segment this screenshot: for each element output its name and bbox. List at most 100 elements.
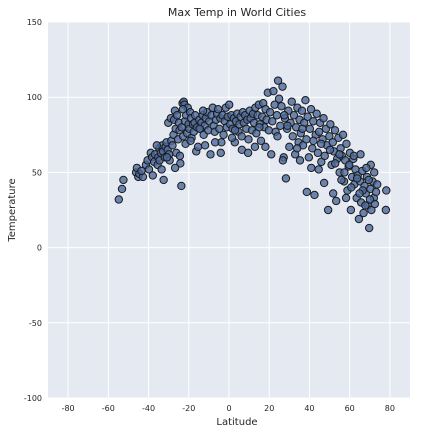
x-tick-label: 80: [385, 404, 395, 413]
x-tick-label: 20: [264, 404, 274, 413]
data-point: [365, 195, 375, 204]
y-tick-label: 50: [32, 168, 42, 177]
data-point: [328, 138, 337, 147]
data-point: [244, 135, 253, 144]
data-point: [148, 171, 157, 180]
y-tick-label: -50: [29, 319, 42, 328]
y-tick-label: 0: [37, 244, 42, 253]
data-point: [361, 201, 370, 210]
data-point: [256, 136, 266, 146]
data-point: [157, 165, 166, 174]
data-point: [225, 100, 234, 109]
data-point: [243, 148, 253, 158]
gridlines: [48, 21, 410, 399]
data-point: [289, 111, 299, 120]
data-point: [352, 174, 362, 183]
data-point: [306, 105, 316, 114]
data-point: [170, 163, 180, 173]
y-tick-label: 150: [27, 18, 42, 27]
data-point: [320, 151, 329, 161]
data-point: [219, 130, 228, 140]
data-point: [283, 121, 292, 130]
y-tick-label: -100: [24, 394, 42, 403]
x-axis-label: Latitude: [216, 417, 257, 428]
data-point: [381, 205, 391, 215]
x-tick-label: 0: [226, 404, 231, 413]
data-point: [312, 109, 321, 118]
data-point: [186, 136, 195, 146]
data-point: [268, 117, 277, 126]
data-point: [309, 136, 318, 146]
data-point: [354, 214, 364, 224]
data-point: [281, 174, 291, 183]
data-point: [272, 111, 282, 120]
data-point: [337, 175, 346, 185]
data-point: [371, 187, 381, 197]
data-point: [200, 141, 210, 150]
data-point: [276, 121, 285, 130]
data-point: [319, 178, 329, 188]
data-point: [273, 132, 282, 141]
data-point: [274, 94, 284, 103]
data-point: [264, 126, 274, 135]
data-point: [307, 163, 316, 173]
data-point: [261, 142, 270, 152]
x-tick-label: -40: [142, 404, 155, 413]
x-tick-label: -60: [102, 404, 115, 413]
data-point: [330, 159, 340, 168]
data-point: [304, 153, 314, 162]
data-point: [326, 120, 335, 129]
data-point: [287, 97, 296, 106]
data-point: [323, 205, 333, 215]
data-point: [267, 150, 276, 159]
data-point: [301, 96, 310, 105]
data-point: [177, 181, 186, 191]
data-point: [309, 117, 318, 126]
x-tick-label: -20: [182, 404, 195, 413]
data-point: [346, 205, 356, 215]
data-point: [273, 76, 283, 85]
data-point: [340, 168, 349, 177]
data-point: [335, 150, 344, 159]
data-point: [278, 82, 287, 91]
data-point: [331, 196, 341, 206]
data-point: [373, 180, 382, 189]
data-point: [114, 195, 123, 204]
data-point: [302, 187, 312, 197]
data-point: [230, 126, 240, 135]
data-point: [342, 139, 351, 149]
data-point: [152, 141, 162, 150]
data-point: [216, 148, 225, 158]
y-tick-label: 100: [27, 93, 42, 102]
data-point: [269, 86, 278, 96]
data-point: [338, 130, 348, 140]
data-point: [325, 145, 335, 155]
data-point: [298, 124, 307, 133]
data-point: [213, 105, 223, 114]
chart-title: Max Temp in World Cities: [168, 6, 306, 19]
data-point: [319, 114, 328, 123]
data-point: [137, 166, 146, 176]
y-axis-label: Temperature: [7, 178, 18, 242]
data-point: [195, 124, 204, 133]
data-point: [328, 189, 338, 198]
y-tick-labels: -100 -50 0 50 100 150: [24, 18, 42, 403]
x-tick-label: 60: [345, 404, 355, 413]
data-point: [303, 112, 312, 121]
data-point: [159, 175, 168, 185]
data-point: [117, 184, 127, 194]
data-point: [359, 208, 368, 218]
data-point: [364, 223, 374, 233]
data-point: [347, 183, 356, 192]
data-point: [265, 108, 275, 117]
data-point: [364, 175, 373, 185]
x-tick-labels: -80 -60 -40 -20 0 20 40 60 80: [62, 404, 395, 413]
data-point: [310, 190, 319, 200]
data-point: [206, 150, 215, 159]
data-point: [355, 189, 364, 198]
x-tick-label: -80: [62, 404, 75, 413]
data-point: [277, 102, 286, 111]
data-point: [172, 111, 182, 120]
data-point: [175, 151, 185, 161]
